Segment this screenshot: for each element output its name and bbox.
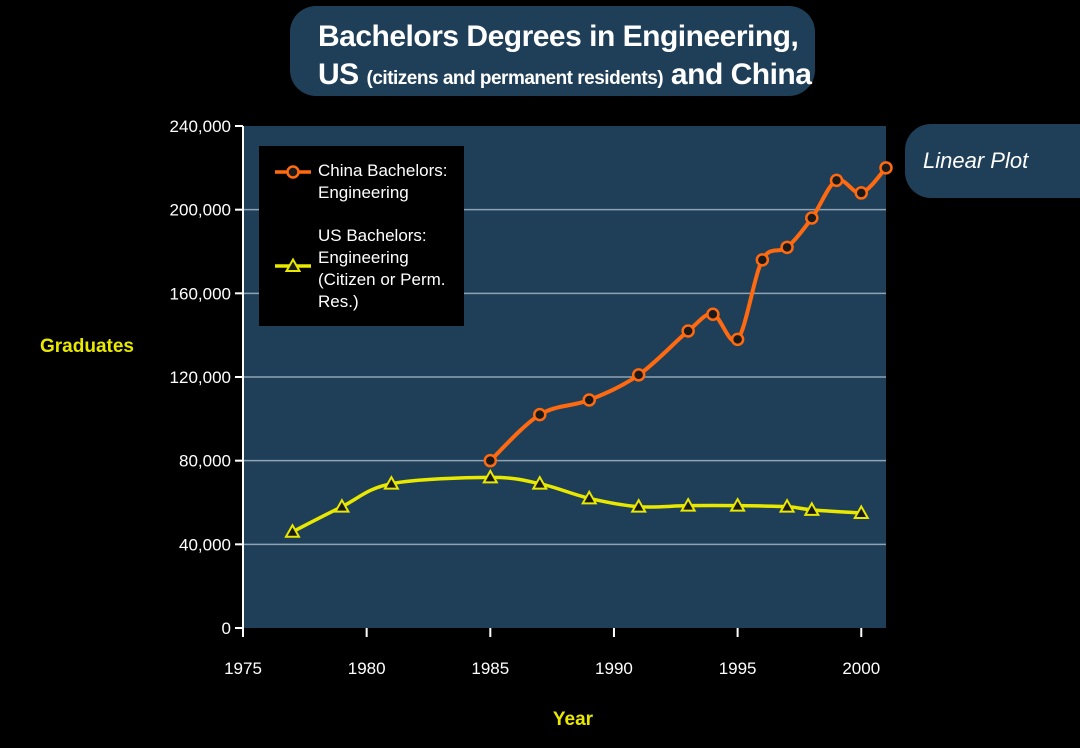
x-tick-label: 1985 <box>471 659 509 678</box>
x-axis-title: Year <box>553 709 594 730</box>
legend-label-line: (Citizen or Perm. <box>318 270 446 289</box>
us-data-point <box>581 489 598 505</box>
legend-label-line: Engineering <box>318 183 409 202</box>
china-data-point <box>582 393 596 407</box>
us-data-point <box>284 523 301 538</box>
us-data-point <box>630 498 647 513</box>
chart-title-line1: Bachelors Degrees in Engineering, <box>318 20 799 53</box>
china-data-point <box>631 368 646 382</box>
chart-title-line2: US (citizens and permanent residents) an… <box>318 58 812 92</box>
y-tick-label: 120,000 <box>170 368 231 387</box>
chart-title-line2-prefix: US <box>318 58 367 91</box>
us-data-point <box>679 497 697 512</box>
x-tick-label: 1980 <box>348 659 386 678</box>
y-tick-label: 40,000 <box>179 535 231 554</box>
china-data-point <box>533 407 547 422</box>
us-data-point <box>778 498 796 513</box>
axes: 0 40,000 80,000 120,000 160,000 200,000 240,00… <box>170 117 881 678</box>
us-data-point <box>333 498 351 513</box>
us-data-point <box>482 468 499 484</box>
china-data-point <box>681 324 695 338</box>
legend-label-china: China Bachelors: Engineering <box>318 161 447 202</box>
y-axis-title: Graduates <box>40 336 134 357</box>
x-tick-label: 1995 <box>719 659 757 678</box>
plot-mode-label: Linear Plot <box>923 148 1029 173</box>
us-series <box>284 468 870 538</box>
us-data-point <box>729 497 746 512</box>
y-tick-label: 200,000 <box>170 201 231 220</box>
plot-mode-tab[interactable]: Linear Plot <box>905 124 1080 198</box>
china-data-point <box>879 161 893 175</box>
china-data-point <box>483 453 498 468</box>
series-layer <box>284 161 893 538</box>
us-data-point <box>853 504 870 519</box>
y-tick-label: 0 <box>222 619 231 638</box>
legend-label-line: Res.) <box>318 292 359 311</box>
y-tick-label: 160,000 <box>170 284 231 303</box>
legend-label-line: US Bachelors: <box>318 226 427 245</box>
y-tick-label: 240,000 <box>170 117 231 136</box>
us-data-point <box>803 501 821 516</box>
china-data-point <box>730 332 745 347</box>
chart-title-line2-suffix: and China <box>663 58 812 91</box>
china-data-point <box>829 173 844 188</box>
legend-label-line: Engineering <box>318 248 409 267</box>
china-data-point <box>755 253 770 267</box>
china-data-point <box>854 186 869 200</box>
y-tick-label: 80,000 <box>179 452 231 471</box>
legend-swatch-marker <box>286 165 300 179</box>
chart-title-box: Bachelors Degrees in Engineering, US (ci… <box>290 6 815 96</box>
us-data-point <box>383 475 400 490</box>
us-data-point <box>531 475 548 490</box>
china-data-point <box>805 211 819 225</box>
x-tick-label: 1975 <box>224 659 262 678</box>
legend-swatch-marker <box>284 257 302 272</box>
china-series <box>483 161 893 468</box>
chart-title-line2-note: (citizens and permanent residents) <box>366 68 664 89</box>
legend-label-us: US Bachelors: Engineering (Citizen or Perm… <box>318 226 446 311</box>
china-data-point <box>780 240 794 255</box>
china-data-point <box>706 307 720 321</box>
x-tick-label: 1990 <box>595 659 633 678</box>
x-tick-label: 2000 <box>842 659 880 678</box>
legend-label-line: China Bachelors: <box>318 161 447 180</box>
